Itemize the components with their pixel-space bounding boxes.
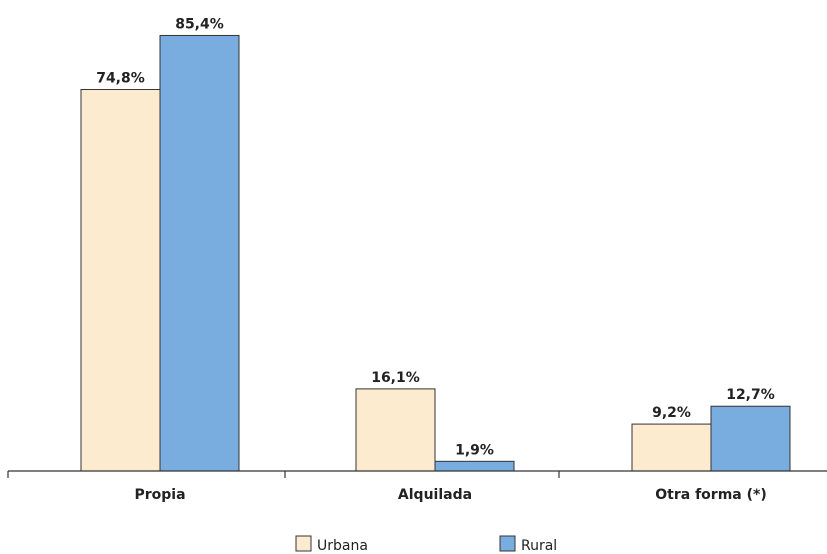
bar-urbana-0 xyxy=(81,90,160,471)
bar-urbana-2 xyxy=(632,424,711,471)
legend-label-rural: Rural xyxy=(521,538,557,554)
category-label-1: Alquilada xyxy=(398,487,472,503)
bar-rural-2 xyxy=(711,406,790,471)
bar-urbana-1 xyxy=(356,389,435,471)
legend-swatch-urbana xyxy=(296,536,311,551)
value-label-urbana-1: 16,1% xyxy=(371,370,420,386)
bar-rural-1 xyxy=(435,461,514,471)
legend-item-rural: Rural xyxy=(500,536,557,554)
x-axis-ticks xyxy=(8,471,559,478)
value-label-rural-0: 85,4% xyxy=(175,16,224,32)
value-label-urbana-2: 9,2% xyxy=(652,405,691,421)
value-label-rural-2: 12,7% xyxy=(726,387,775,403)
legend-item-urbana: Urbana xyxy=(296,536,368,554)
value-label-urbana-0: 74,8% xyxy=(96,71,145,87)
x-axis-category-labels: Propia Alquilada Otra forma (*) xyxy=(134,487,766,503)
value-label-rural-1: 1,9% xyxy=(455,442,494,458)
legend-label-urbana: Urbana xyxy=(317,538,368,554)
category-label-2: Otra forma (*) xyxy=(655,487,766,503)
legend: Urbana Rural xyxy=(296,536,557,554)
legend-swatch-rural xyxy=(500,536,515,551)
bar-rural-0 xyxy=(160,35,239,471)
category-label-0: Propia xyxy=(134,487,185,503)
